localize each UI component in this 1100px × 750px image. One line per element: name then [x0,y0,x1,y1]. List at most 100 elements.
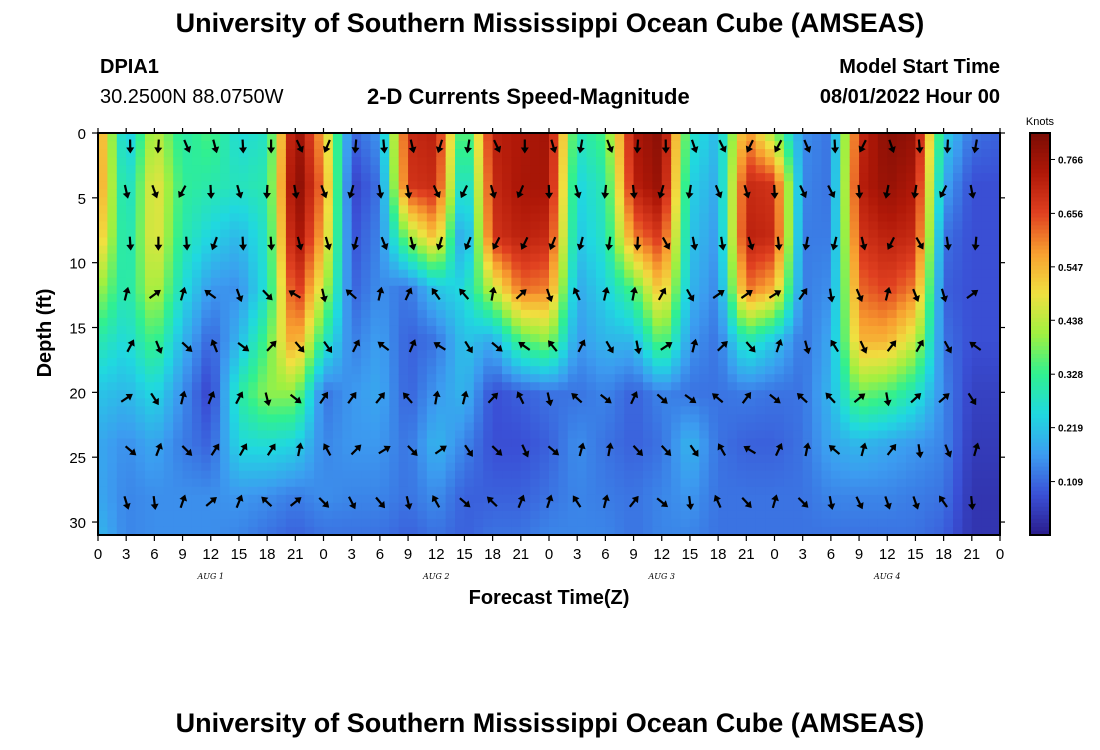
heatmap-cell [126,518,137,528]
heatmap-cell [642,325,653,335]
heatmap-cell [595,141,606,150]
heatmap-cell [877,197,888,206]
heatmap-cell [408,205,419,214]
heatmap-cell [680,446,691,456]
heatmap-cell [755,334,766,343]
heatmap-cell [614,133,625,142]
heatmap-cell [304,293,315,303]
heatmap-cell [173,141,184,150]
heatmap-cell [802,165,813,174]
heatmap-cell [934,398,945,407]
heatmap-cell [539,390,550,399]
heatmap-cell [868,245,879,255]
heatmap-cell [549,414,559,424]
heatmap-cell [191,486,202,496]
heatmap-cell [276,398,287,407]
heatmap-cell [774,334,785,343]
heatmap-cell [671,133,682,142]
heatmap-cell [783,390,794,399]
heatmap-cell [906,374,917,383]
heatmap-cell [257,253,268,263]
heatmap-cell [624,157,635,166]
heatmap-cell [426,173,437,182]
heatmap-cell [633,293,644,303]
heatmap-cell [793,261,804,271]
heatmap-cell [727,285,738,295]
heatmap-cell [877,454,888,464]
heatmap-cell [971,366,982,375]
heatmap-cell [783,446,794,456]
heatmap-cell [116,438,127,448]
heatmap-cell [191,478,202,488]
heatmap-cell [718,350,729,359]
heatmap-cell [633,261,644,271]
heatmap-cell [652,406,663,415]
heatmap-cell [840,494,851,504]
heatmap-cell [464,366,475,375]
heatmap-cell [830,478,841,488]
heatmap-cell [793,510,804,520]
heatmap-cell [144,430,155,440]
heatmap-cell [821,205,832,214]
heatmap-cell [116,390,127,399]
heatmap-cell [868,277,879,287]
heatmap-cell [107,494,118,504]
heatmap-cell [361,334,372,343]
heatmap-cell [868,197,879,206]
heatmap-cell [98,486,108,496]
heatmap-cell [502,157,513,166]
heatmap-cell [849,494,860,504]
heatmap-cell [210,285,221,295]
heatmap-cell [191,430,202,440]
heatmap-cell [981,189,992,198]
heatmap-cell [671,261,682,271]
heatmap-cell [417,269,428,279]
heatmap-cell [126,189,137,198]
heatmap-cell [953,358,964,367]
heatmap-cell [464,253,475,263]
heatmap-cell [736,414,747,424]
heatmap-cell [906,446,917,456]
heatmap-cell [840,237,851,247]
heatmap-cell [436,366,447,375]
heatmap-cell [173,245,184,255]
heatmap-cell [398,486,409,496]
heatmap-cell [652,301,663,311]
heatmap-cell [370,478,381,488]
heatmap-cell [549,454,559,464]
current-arrow [939,185,948,199]
heatmap-cell [906,253,917,263]
heatmap-cell [793,446,804,456]
heatmap-cell [765,317,776,327]
heatmap-cell [304,141,315,150]
heatmap-cell [868,438,879,448]
heatmap-cell [802,446,813,456]
heatmap-cell [840,334,851,343]
heatmap-cell [248,133,259,142]
heatmap-cell [924,478,935,488]
heatmap-cell [549,229,559,239]
heatmap-cell [859,502,870,512]
heatmap-cell [765,221,776,231]
heatmap-cell [426,277,437,287]
heatmap-cell [868,325,879,335]
heatmap-cell [116,309,127,319]
heatmap-cell [370,221,381,231]
heatmap-cell [689,454,700,464]
heatmap-cell [765,462,776,472]
heatmap-cell [877,438,888,448]
heatmap-cell [332,398,343,407]
heatmap-cell [361,189,372,198]
heatmap-cell [605,213,616,223]
heatmap-cell [417,334,428,343]
heatmap-cell [633,390,644,399]
heatmap-cell [445,398,456,407]
heatmap-cell [953,382,964,391]
heatmap-cell [436,205,447,214]
heatmap-cell [586,293,597,303]
heatmap-cell [746,366,757,375]
heatmap-cell [154,406,165,415]
heatmap-cell [586,342,597,351]
heatmap-cell [332,213,343,223]
heatmap-cell [736,478,747,488]
